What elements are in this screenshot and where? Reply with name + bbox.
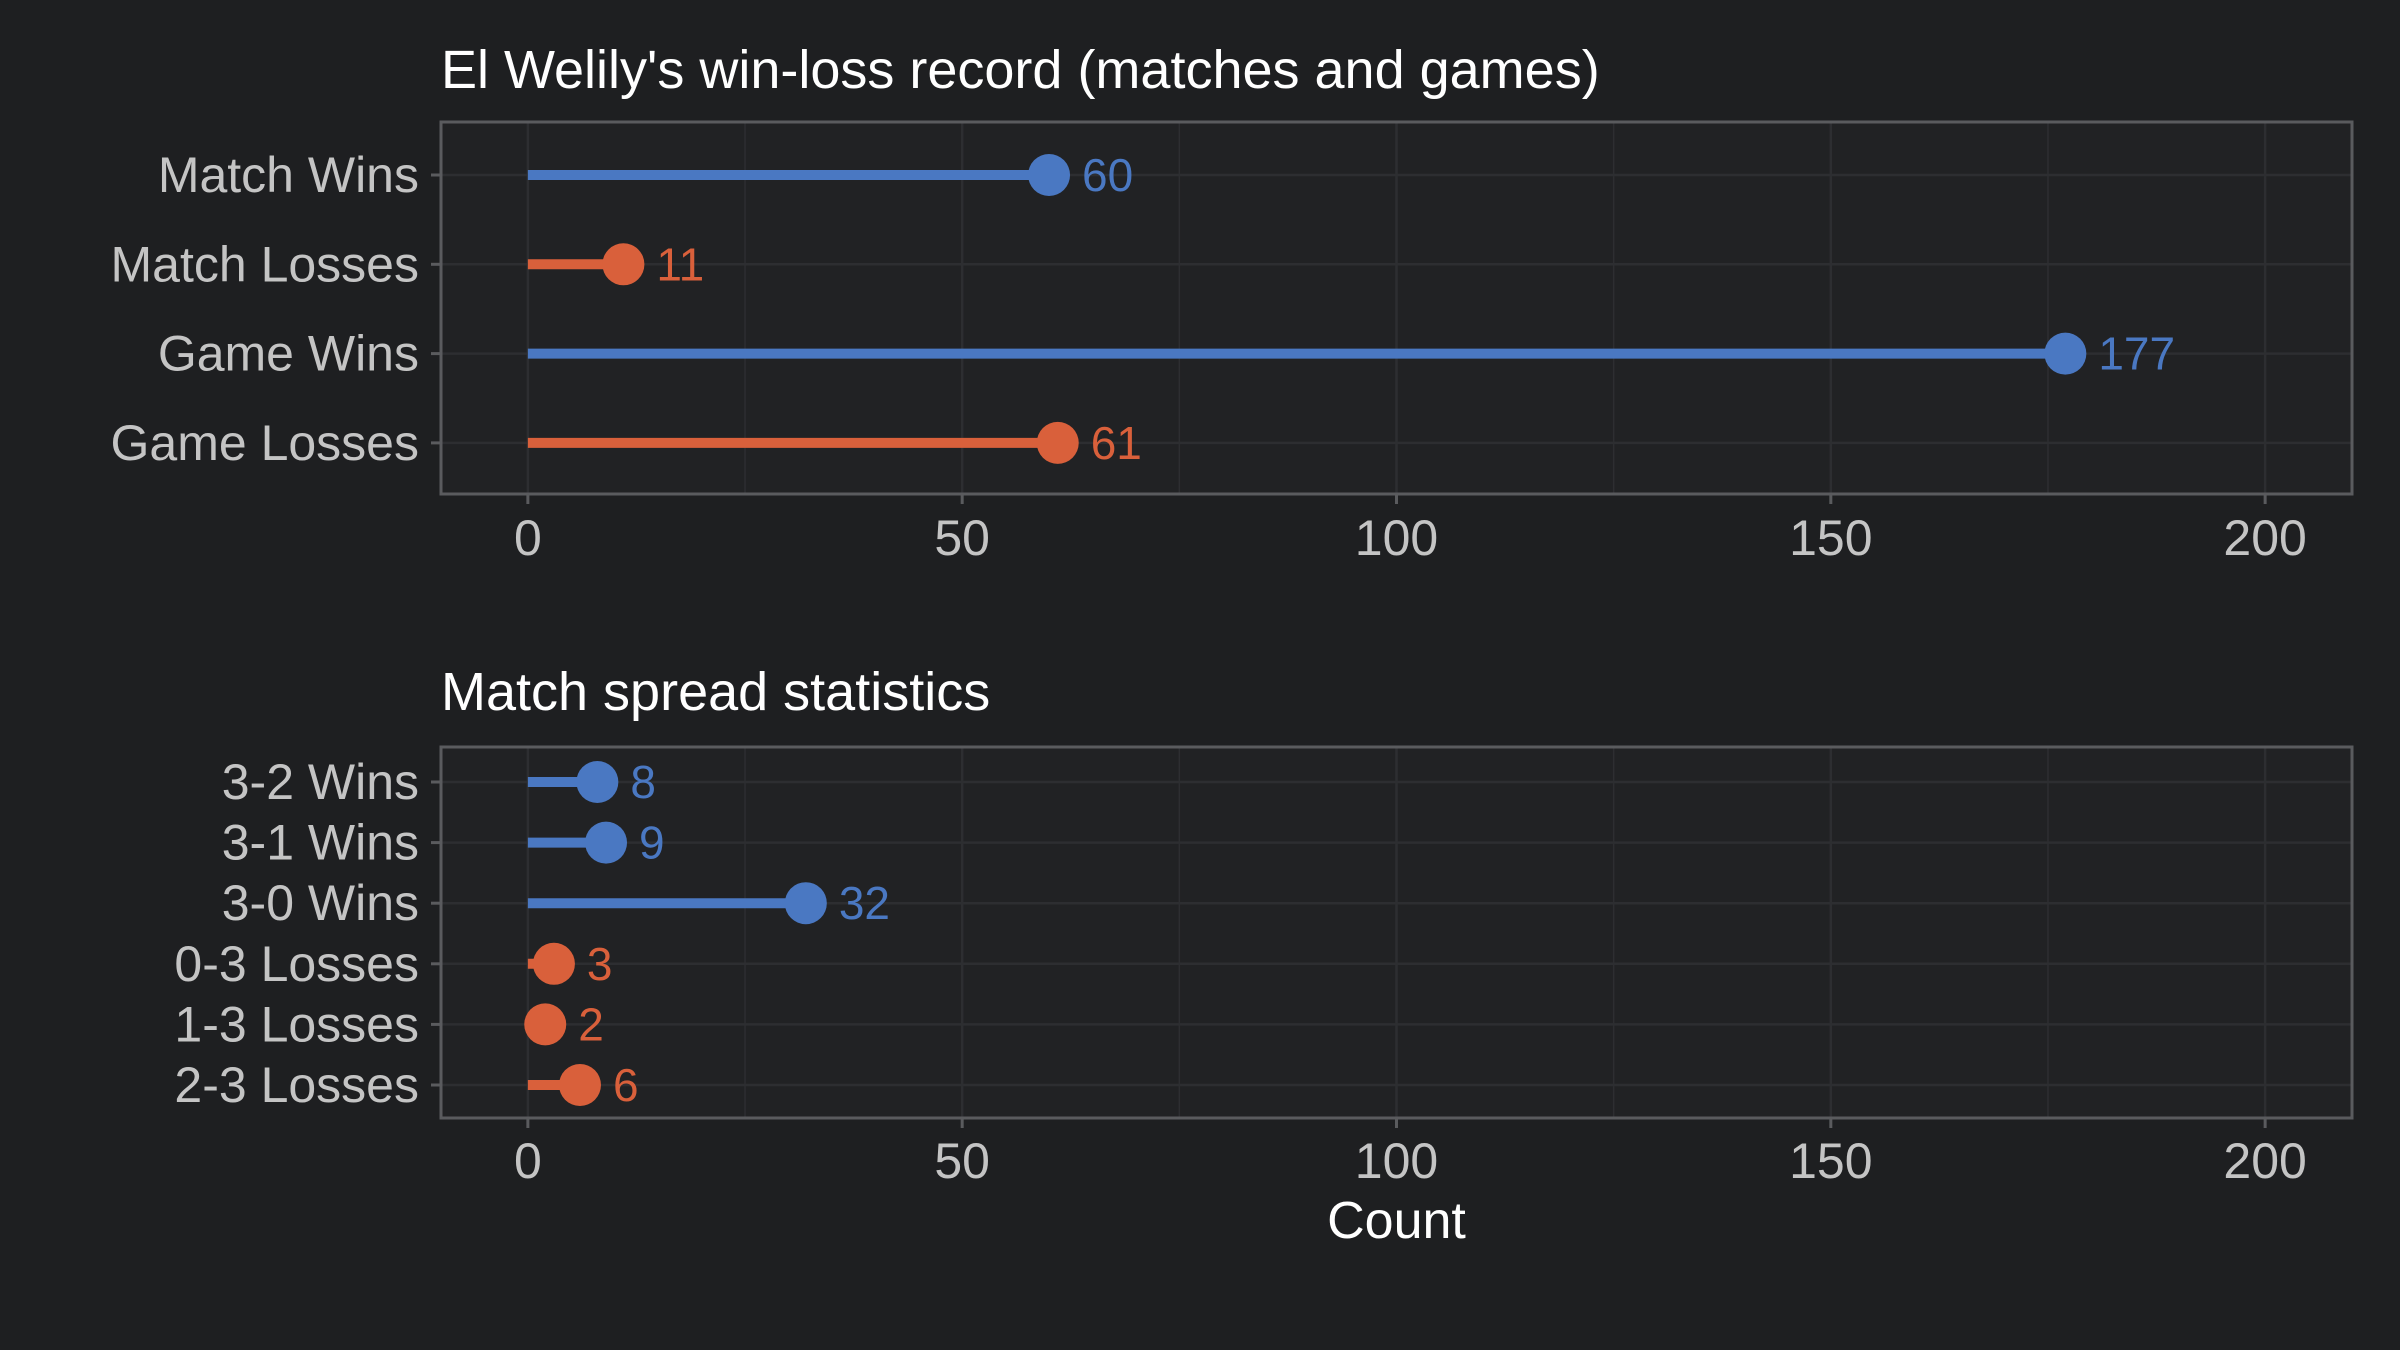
category-label-match-wins: Match Wins <box>158 147 419 203</box>
category-label-3-0-wins: 3-0 Wins <box>222 875 419 931</box>
x-tick-label: 0 <box>514 1133 542 1189</box>
lollipop-point-0-3-losses <box>532 942 575 985</box>
x-tick-label: 150 <box>1789 1133 1872 1189</box>
value-label-match-losses: 11 <box>656 238 704 290</box>
chart-panel-record: El Welily's win-loss record (matches and… <box>111 40 2354 566</box>
value-label-3-0-wins: 32 <box>839 877 890 929</box>
x-tick-label: 100 <box>1355 510 1438 566</box>
x-tick-label: 50 <box>934 510 990 566</box>
category-label-3-2-wins: 3-2 Wins <box>222 754 419 810</box>
x-tick-label: 150 <box>1789 510 1872 566</box>
value-label-3-2-wins: 8 <box>630 756 656 808</box>
chart-title: El Welily's win-loss record (matches and… <box>441 40 1600 100</box>
x-axis-label: Count <box>1327 1192 1466 1250</box>
category-label-game-wins: Game Wins <box>158 326 419 382</box>
value-label-game-wins: 177 <box>2098 328 2175 380</box>
value-label-0-3-losses: 3 <box>587 938 613 990</box>
x-tick-label: 200 <box>2223 510 2306 566</box>
chart-title: Match spread statistics <box>441 662 990 722</box>
value-label-3-1-wins: 9 <box>639 817 665 869</box>
lollipop-point-match-wins <box>1028 154 1071 196</box>
value-label-match-wins: 60 <box>1082 149 1133 201</box>
lollipop-point-3-1-wins <box>585 821 628 864</box>
value-label-game-losses: 61 <box>1091 417 1142 469</box>
lollipop-point-game-wins <box>2044 332 2087 375</box>
lollipop-point-2-3-losses <box>558 1064 601 1106</box>
x-tick-label: 0 <box>514 510 542 566</box>
chart-panel-spread: Match spread statistics 0 50 100 150 200 Count… <box>174 662 2354 1250</box>
category-label-match-losses: Match Losses <box>111 236 419 292</box>
lollipop-point-1-3-losses <box>524 1003 567 1046</box>
value-label-1-3-losses: 2 <box>578 998 604 1050</box>
category-label-1-3-losses: 1-3 Losses <box>174 996 419 1052</box>
lollipop-point-match-losses <box>602 243 645 286</box>
lollipop-point-3-2-wins <box>576 761 619 803</box>
x-tick-label: 200 <box>2223 1133 2306 1189</box>
category-label-0-3-losses: 0-3 Losses <box>174 936 419 992</box>
lollipop-point-3-0-wins <box>784 882 827 925</box>
lollipop-point-game-losses <box>1036 421 1079 464</box>
x-tick-label: 100 <box>1355 1133 1438 1189</box>
category-label-2-3-losses: 2-3 Losses <box>174 1057 419 1113</box>
value-label-2-3-losses: 6 <box>613 1059 639 1111</box>
category-label-game-losses: Game Losses <box>111 415 419 471</box>
category-label-3-1-wins: 3-1 Wins <box>222 815 419 871</box>
x-tick-label: 50 <box>934 1133 990 1189</box>
